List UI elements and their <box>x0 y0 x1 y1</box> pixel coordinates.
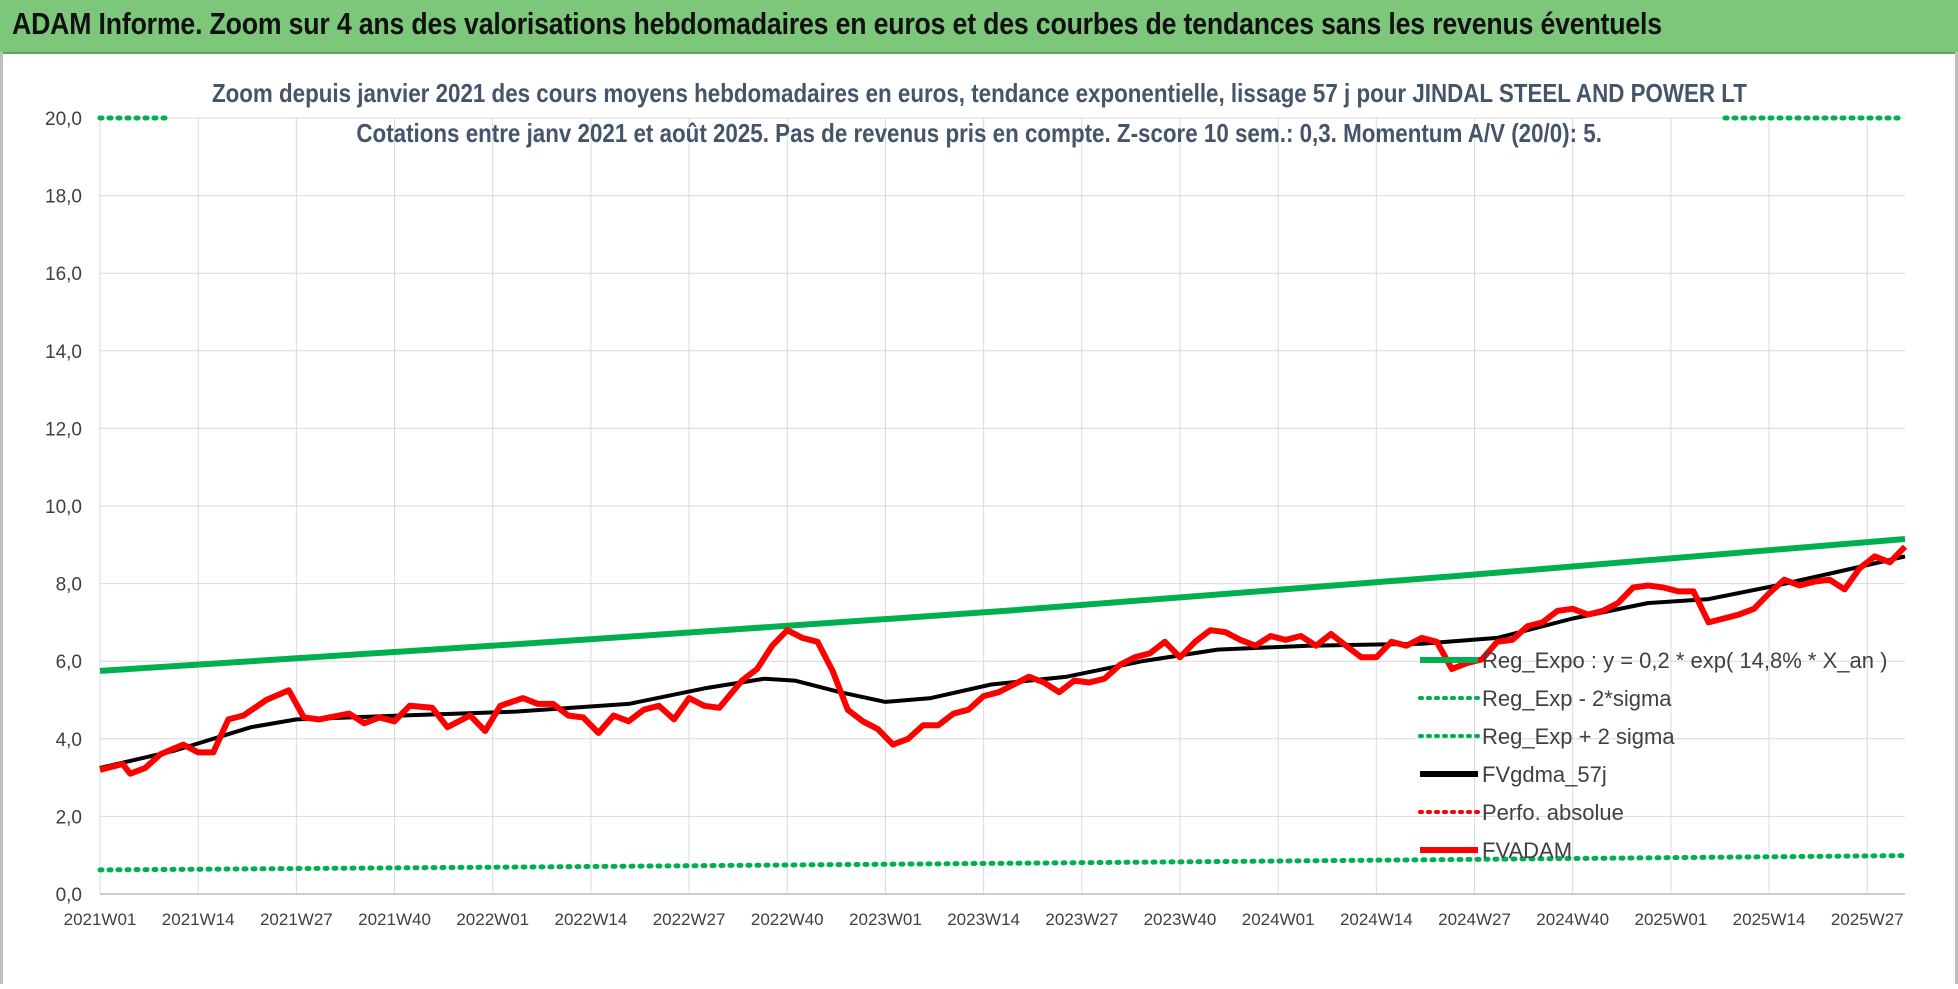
legend-label: FVgdma_57j <box>1482 762 1607 787</box>
x-tick-label: 2024W27 <box>1438 910 1511 929</box>
report-title: ADAM Informe. Zoom sur 4 ans des valoris… <box>12 6 1662 41</box>
chart-title-line-2: Cotations entre janv 2021 et août 2025. … <box>0 118 1958 149</box>
x-tick-label: 2023W40 <box>1144 910 1217 929</box>
x-tick-label: 2024W14 <box>1340 910 1413 929</box>
y-tick-label: 20,0 <box>45 109 82 130</box>
y-tick-label: 0,0 <box>56 885 82 906</box>
report-banner: ADAM Informe. Zoom sur 4 ans des valoris… <box>0 0 1958 54</box>
legend-label: Reg_Expo : y = 0,2 * exp( 14,8% * X_an ) <box>1482 648 1887 673</box>
x-tick-label: 2025W01 <box>1634 910 1707 929</box>
left-border <box>0 52 3 984</box>
chart-title-line-1-text: Zoom depuis janvier 2021 des cours moyen… <box>211 78 1747 108</box>
series-fvgdma-57j <box>99 554 1906 770</box>
chart-area: Zoom depuis janvier 2021 des cours moyen… <box>0 54 1958 984</box>
x-tick-label: 2025W14 <box>1733 910 1806 929</box>
x-tick-label: 2024W01 <box>1242 910 1315 929</box>
x-tick-label: 2021W14 <box>162 910 235 929</box>
series-reg-exp-minus-2sigma <box>97 853 1908 873</box>
line-chart: 0,0 2,0 4,0 6,0 8,0 10,0 12,0 14,0 16,0 18,0 20,0 2… <box>45 109 1908 929</box>
x-tick-label: 2025W27 <box>1831 910 1904 929</box>
x-tick-label: 2023W27 <box>1045 910 1118 929</box>
x-tick-label: 2023W14 <box>947 910 1020 929</box>
x-tick-label: 2021W01 <box>64 910 137 929</box>
series-reg-expo <box>99 536 1906 674</box>
right-border <box>1955 52 1958 984</box>
y-tick-label: 16,0 <box>45 264 82 285</box>
y-tick-label: 2,0 <box>56 807 82 828</box>
y-tick-label: 8,0 <box>56 575 82 596</box>
x-tick-label: 2023W01 <box>849 910 922 929</box>
y-tick-label: 10,0 <box>45 497 82 518</box>
legend-label: FVADAM <box>1482 838 1572 863</box>
chart-title-line-2-text: Cotations entre janv 2021 et août 2025. … <box>356 118 1602 148</box>
y-tick-label: 14,0 <box>45 342 82 363</box>
legend-label: Reg_Exp - 2*sigma <box>1482 686 1672 711</box>
y-tick-label: 6,0 <box>56 652 82 673</box>
x-tick-label: 2022W01 <box>456 910 529 929</box>
x-tick-label: 2022W14 <box>555 910 628 929</box>
x-tick-label: 2022W40 <box>751 910 824 929</box>
x-tick-label: 2021W40 <box>358 910 431 929</box>
x-tick-label: 2021W27 <box>260 910 333 929</box>
y-tick-label: 18,0 <box>45 187 82 208</box>
legend-label: Perfo. absolue <box>1482 800 1624 825</box>
x-tick-label: 2024W40 <box>1536 910 1609 929</box>
y-tick-label: 12,0 <box>45 419 82 440</box>
chart-title-line-1: Zoom depuis janvier 2021 des cours moyen… <box>0 78 1958 109</box>
legend-label: Reg_Exp + 2 sigma <box>1482 724 1675 749</box>
x-tick-label: 2022W27 <box>653 910 726 929</box>
y-tick-label: 4,0 <box>56 730 82 751</box>
series-fvadam <box>99 544 1908 777</box>
